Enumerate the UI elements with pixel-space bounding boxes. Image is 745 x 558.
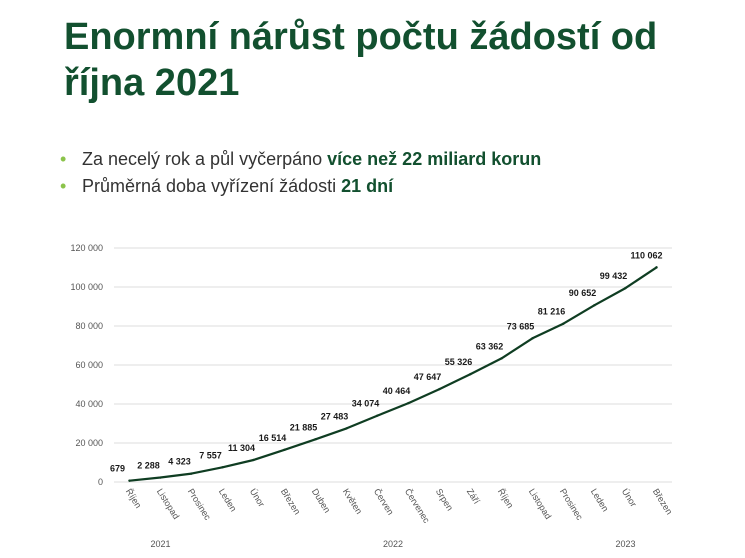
data-point xyxy=(562,322,565,325)
data-point xyxy=(500,357,503,360)
bullet-text: Průměrná doba vyřízení žádosti xyxy=(82,176,342,196)
data-point xyxy=(655,266,658,269)
x-tick-label: Březen xyxy=(279,487,303,516)
data-label: 90 652 xyxy=(569,288,597,298)
year-label: 2021 xyxy=(150,539,170,549)
data-point xyxy=(128,479,131,482)
data-point xyxy=(438,387,441,391)
y-tick-label: 120 000 xyxy=(70,243,103,253)
bullet-item: • Za necelý rok a půl vyčerpáno více než … xyxy=(58,146,541,173)
data-point xyxy=(593,304,596,307)
data-label: 63 362 xyxy=(476,341,504,351)
y-tick-label: 80 000 xyxy=(75,321,103,331)
x-tick-label: Duben xyxy=(310,487,333,515)
x-tick-label: Leden xyxy=(589,487,611,514)
bullet-list: • Za necelý rok a půl vyčerpáno více než … xyxy=(58,146,541,200)
data-point xyxy=(221,466,224,469)
data-point xyxy=(314,438,317,441)
data-label: 99 432 xyxy=(600,271,628,281)
y-tick-label: 20 000 xyxy=(75,438,103,448)
x-tick-label: Prosinec xyxy=(186,487,213,522)
data-point xyxy=(624,286,627,290)
data-label: 110 062 xyxy=(630,250,662,260)
data-label: 55 326 xyxy=(445,357,473,367)
data-label: 73 685 xyxy=(507,321,535,331)
x-tick-label: Listopad xyxy=(155,487,182,521)
data-label: 21 885 xyxy=(290,422,318,432)
data-point xyxy=(252,458,255,462)
data-point xyxy=(531,337,534,340)
data-label: 27 483 xyxy=(321,411,349,421)
y-tick-label: 60 000 xyxy=(75,360,103,370)
bullet-item: • Průměrná doba vyřízení žádosti 21 dní xyxy=(58,173,541,200)
x-tick-label: Listopad xyxy=(527,487,554,521)
year-label: 2022 xyxy=(383,539,403,549)
data-point xyxy=(469,372,472,376)
slide-title: Enormní nárůst počtu žádostí od října 20… xyxy=(64,16,658,104)
x-tick-label: Září xyxy=(465,487,482,506)
data-label: 40 464 xyxy=(383,386,411,396)
x-tick-label: Únor xyxy=(620,487,639,509)
data-point xyxy=(345,427,348,430)
data-label: 2 288 xyxy=(137,461,160,471)
bullet-highlight: více než 22 miliard korun xyxy=(327,149,542,169)
x-tick-label: Říjen xyxy=(124,487,144,510)
data-label: 81 216 xyxy=(538,307,566,317)
data-label: 679 xyxy=(110,464,125,474)
x-tick-label: Březen xyxy=(651,487,675,516)
y-tick-label: 40 000 xyxy=(75,399,103,409)
x-tick-label: Leden xyxy=(217,487,239,514)
data-label: 4 323 xyxy=(168,457,191,467)
series-line xyxy=(128,266,658,482)
y-tick-label: 0 xyxy=(98,477,103,487)
data-point xyxy=(407,401,410,405)
x-tick-label: Prosinec xyxy=(558,487,585,522)
data-point xyxy=(159,476,162,479)
bullet-highlight: 21 dní xyxy=(341,176,394,196)
bullet-text: Za necelý rok a půl vyčerpáno xyxy=(82,149,328,169)
year-label: 2023 xyxy=(615,539,635,549)
data-label: 11 304 xyxy=(228,443,255,453)
data-point xyxy=(283,448,286,451)
data-label: 16 514 xyxy=(259,433,287,443)
data-label: 47 647 xyxy=(414,372,442,382)
x-tick-label: Květen xyxy=(341,487,364,516)
y-tick-label: 100 000 xyxy=(70,282,103,292)
data-point xyxy=(190,472,193,475)
bullet-dot-icon: • xyxy=(60,149,67,169)
bullet-dot-icon: • xyxy=(60,176,67,196)
x-tick-label: Červen xyxy=(372,487,396,517)
data-label: 7 557 xyxy=(199,450,222,460)
data-point xyxy=(376,414,379,417)
x-tick-label: Říjen xyxy=(496,487,516,510)
x-tick-label: Červenec xyxy=(403,487,432,525)
data-label: 34 074 xyxy=(352,399,380,409)
x-tick-label: Únor xyxy=(248,487,267,509)
x-tick-label: Srpen xyxy=(434,487,455,513)
